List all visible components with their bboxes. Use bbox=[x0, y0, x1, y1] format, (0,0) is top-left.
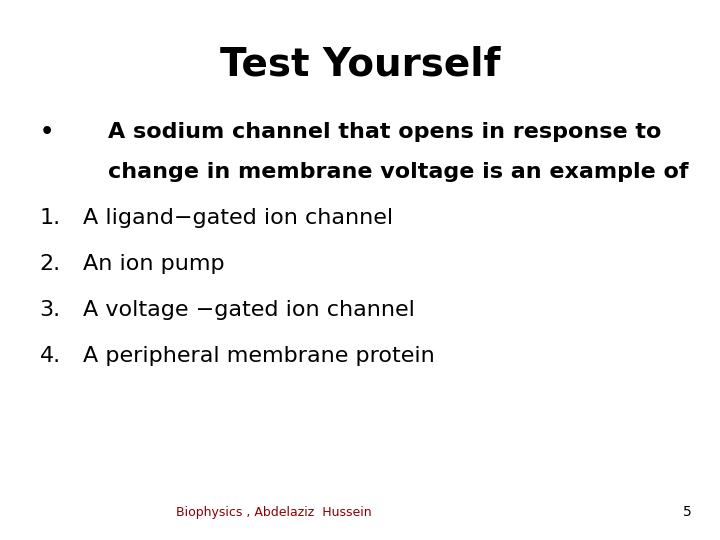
Text: Biophysics , Abdelaziz  Hussein: Biophysics , Abdelaziz Hussein bbox=[176, 507, 372, 519]
Text: 2.: 2. bbox=[40, 254, 60, 274]
Text: A sodium channel that opens in response to: A sodium channel that opens in response … bbox=[108, 122, 662, 141]
Text: Test Yourself: Test Yourself bbox=[220, 46, 500, 84]
Text: A peripheral membrane protein: A peripheral membrane protein bbox=[83, 346, 435, 366]
Text: 5: 5 bbox=[683, 505, 691, 519]
Text: 3.: 3. bbox=[40, 300, 60, 320]
Text: change in membrane voltage is an example of: change in membrane voltage is an example… bbox=[108, 162, 688, 182]
Text: A voltage −gated ion channel: A voltage −gated ion channel bbox=[83, 300, 415, 320]
Text: An ion pump: An ion pump bbox=[83, 254, 225, 274]
Text: •: • bbox=[40, 122, 54, 141]
Text: 1.: 1. bbox=[40, 208, 60, 228]
Text: A ligand−gated ion channel: A ligand−gated ion channel bbox=[83, 208, 393, 228]
Text: 4.: 4. bbox=[40, 346, 60, 366]
